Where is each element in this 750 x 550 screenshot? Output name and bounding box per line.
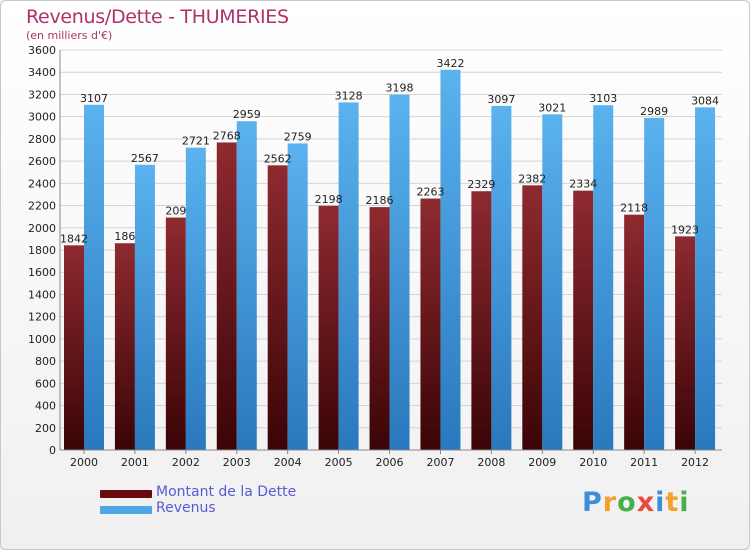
- bar-debt: [165, 217, 186, 450]
- bar-revenue: [236, 121, 257, 450]
- bar-debt: [64, 245, 84, 450]
- chart-subtitle: (en milliers d'€): [26, 29, 113, 42]
- bar-revenue: [491, 105, 512, 450]
- data-label-revenue: 2989: [640, 105, 668, 118]
- data-label-revenue: 3084: [691, 94, 719, 107]
- logo-letter: r: [602, 487, 618, 518]
- data-label-debt: 209: [165, 205, 186, 218]
- x-tick-label: 2009: [528, 456, 556, 469]
- y-tick-label: 3600: [28, 44, 56, 57]
- logo-letter: o: [617, 487, 637, 518]
- bar-debt: [471, 191, 492, 450]
- x-tick-label: 2003: [223, 456, 251, 469]
- data-label-debt: 2186: [366, 194, 394, 207]
- y-tick-label: 1000: [28, 333, 56, 346]
- y-tick-label: 1800: [28, 244, 56, 257]
- y-tick-label: 200: [35, 422, 56, 435]
- logo-letter: t: [665, 487, 680, 518]
- logo-letter: i: [679, 487, 690, 518]
- data-label-revenue: 2759: [284, 130, 312, 143]
- y-tick-label: 1400: [28, 288, 56, 301]
- y-tick-label: 2000: [28, 222, 56, 235]
- bar-revenue: [695, 107, 716, 450]
- data-label-debt: 2263: [416, 186, 444, 199]
- x-tick-label: 2010: [579, 456, 607, 469]
- x-tick-label: 2012: [681, 456, 709, 469]
- y-tick-label: 800: [35, 355, 56, 368]
- bar-revenue: [644, 117, 665, 450]
- data-label-revenue: 3422: [436, 57, 464, 70]
- bar-debt: [624, 214, 645, 450]
- y-tick-label: 2600: [28, 155, 56, 168]
- data-label-revenue: 3097: [487, 93, 515, 106]
- chart-title: Revenus/Dette - THUMERIES: [26, 6, 289, 28]
- bar-debt: [369, 207, 390, 450]
- data-label-revenue: 3198: [386, 82, 414, 95]
- bar-revenue: [185, 147, 206, 450]
- bar-debt: [675, 236, 696, 450]
- data-label-revenue: 3103: [589, 92, 617, 105]
- data-label-revenue: 2567: [131, 152, 159, 165]
- x-tick-label: 2004: [274, 456, 302, 469]
- bar-revenue: [389, 94, 410, 451]
- legend-label-revenue: Revenus: [156, 500, 216, 516]
- bar-revenue: [542, 114, 563, 450]
- y-tick-label: 400: [35, 400, 56, 413]
- y-tick-label: 3400: [28, 66, 56, 79]
- y-tick-label: 3200: [28, 88, 56, 101]
- bar-revenue: [134, 164, 155, 450]
- bar-debt: [267, 165, 288, 451]
- y-tick-label: 2800: [28, 133, 56, 146]
- y-tick-label: 3000: [28, 111, 56, 124]
- data-label-debt: 1923: [671, 223, 699, 236]
- data-label-debt: 186: [114, 230, 135, 243]
- x-tick-label: 2007: [426, 456, 454, 469]
- data-label-debt: 2118: [620, 202, 648, 215]
- x-tick-label: 2000: [70, 456, 98, 469]
- logo-letter: P: [582, 487, 603, 518]
- x-tick-label: 2001: [121, 456, 149, 469]
- bar-revenue: [84, 104, 104, 451]
- x-tick-label: 2005: [325, 456, 353, 469]
- bar-debt: [318, 205, 339, 450]
- bar-debt: [114, 243, 135, 450]
- legend-swatch-debt: [100, 490, 152, 498]
- bar-revenue: [287, 143, 308, 450]
- x-tick-label: 2008: [477, 456, 505, 469]
- bar-debt: [420, 198, 441, 450]
- data-label-debt: 2334: [569, 178, 597, 191]
- data-label-debt: 2198: [315, 193, 343, 206]
- y-tick-label: 1200: [28, 311, 56, 324]
- data-label-debt: 1842: [60, 232, 88, 245]
- data-label-debt: 2329: [467, 178, 495, 191]
- bar-debt: [522, 185, 543, 451]
- data-label-revenue: 3021: [538, 101, 566, 114]
- bar-debt: [216, 142, 237, 450]
- y-tick-label: 2400: [28, 177, 56, 190]
- data-label-debt: 2382: [518, 172, 546, 185]
- y-tick-label: 0: [49, 444, 56, 457]
- data-label-debt: 2768: [213, 129, 241, 142]
- x-tick-label: 2006: [376, 456, 404, 469]
- bar-revenue: [440, 69, 461, 451]
- proxiti-logo: Proxiti: [582, 487, 690, 518]
- bar-revenue: [338, 102, 359, 450]
- y-tick-label: 1600: [28, 266, 56, 279]
- bar-revenue: [593, 105, 614, 450]
- data-label-revenue: 3128: [335, 89, 363, 102]
- data-label-revenue: 2721: [182, 135, 210, 148]
- legend-label-debt: Montant de la Dette: [156, 484, 297, 500]
- logo-letter: i: [655, 487, 666, 518]
- legend-swatch-revenue: [100, 506, 152, 514]
- bar-debt: [573, 190, 594, 450]
- logo-letter: x: [636, 487, 656, 518]
- x-tick-label: 2011: [630, 456, 658, 469]
- data-label-debt: 2562: [264, 152, 292, 165]
- y-tick-label: 2200: [28, 200, 56, 213]
- x-tick-label: 2002: [172, 456, 200, 469]
- data-label-revenue: 2959: [233, 108, 261, 121]
- data-label-revenue: 3107: [80, 92, 108, 105]
- y-tick-label: 600: [35, 377, 56, 390]
